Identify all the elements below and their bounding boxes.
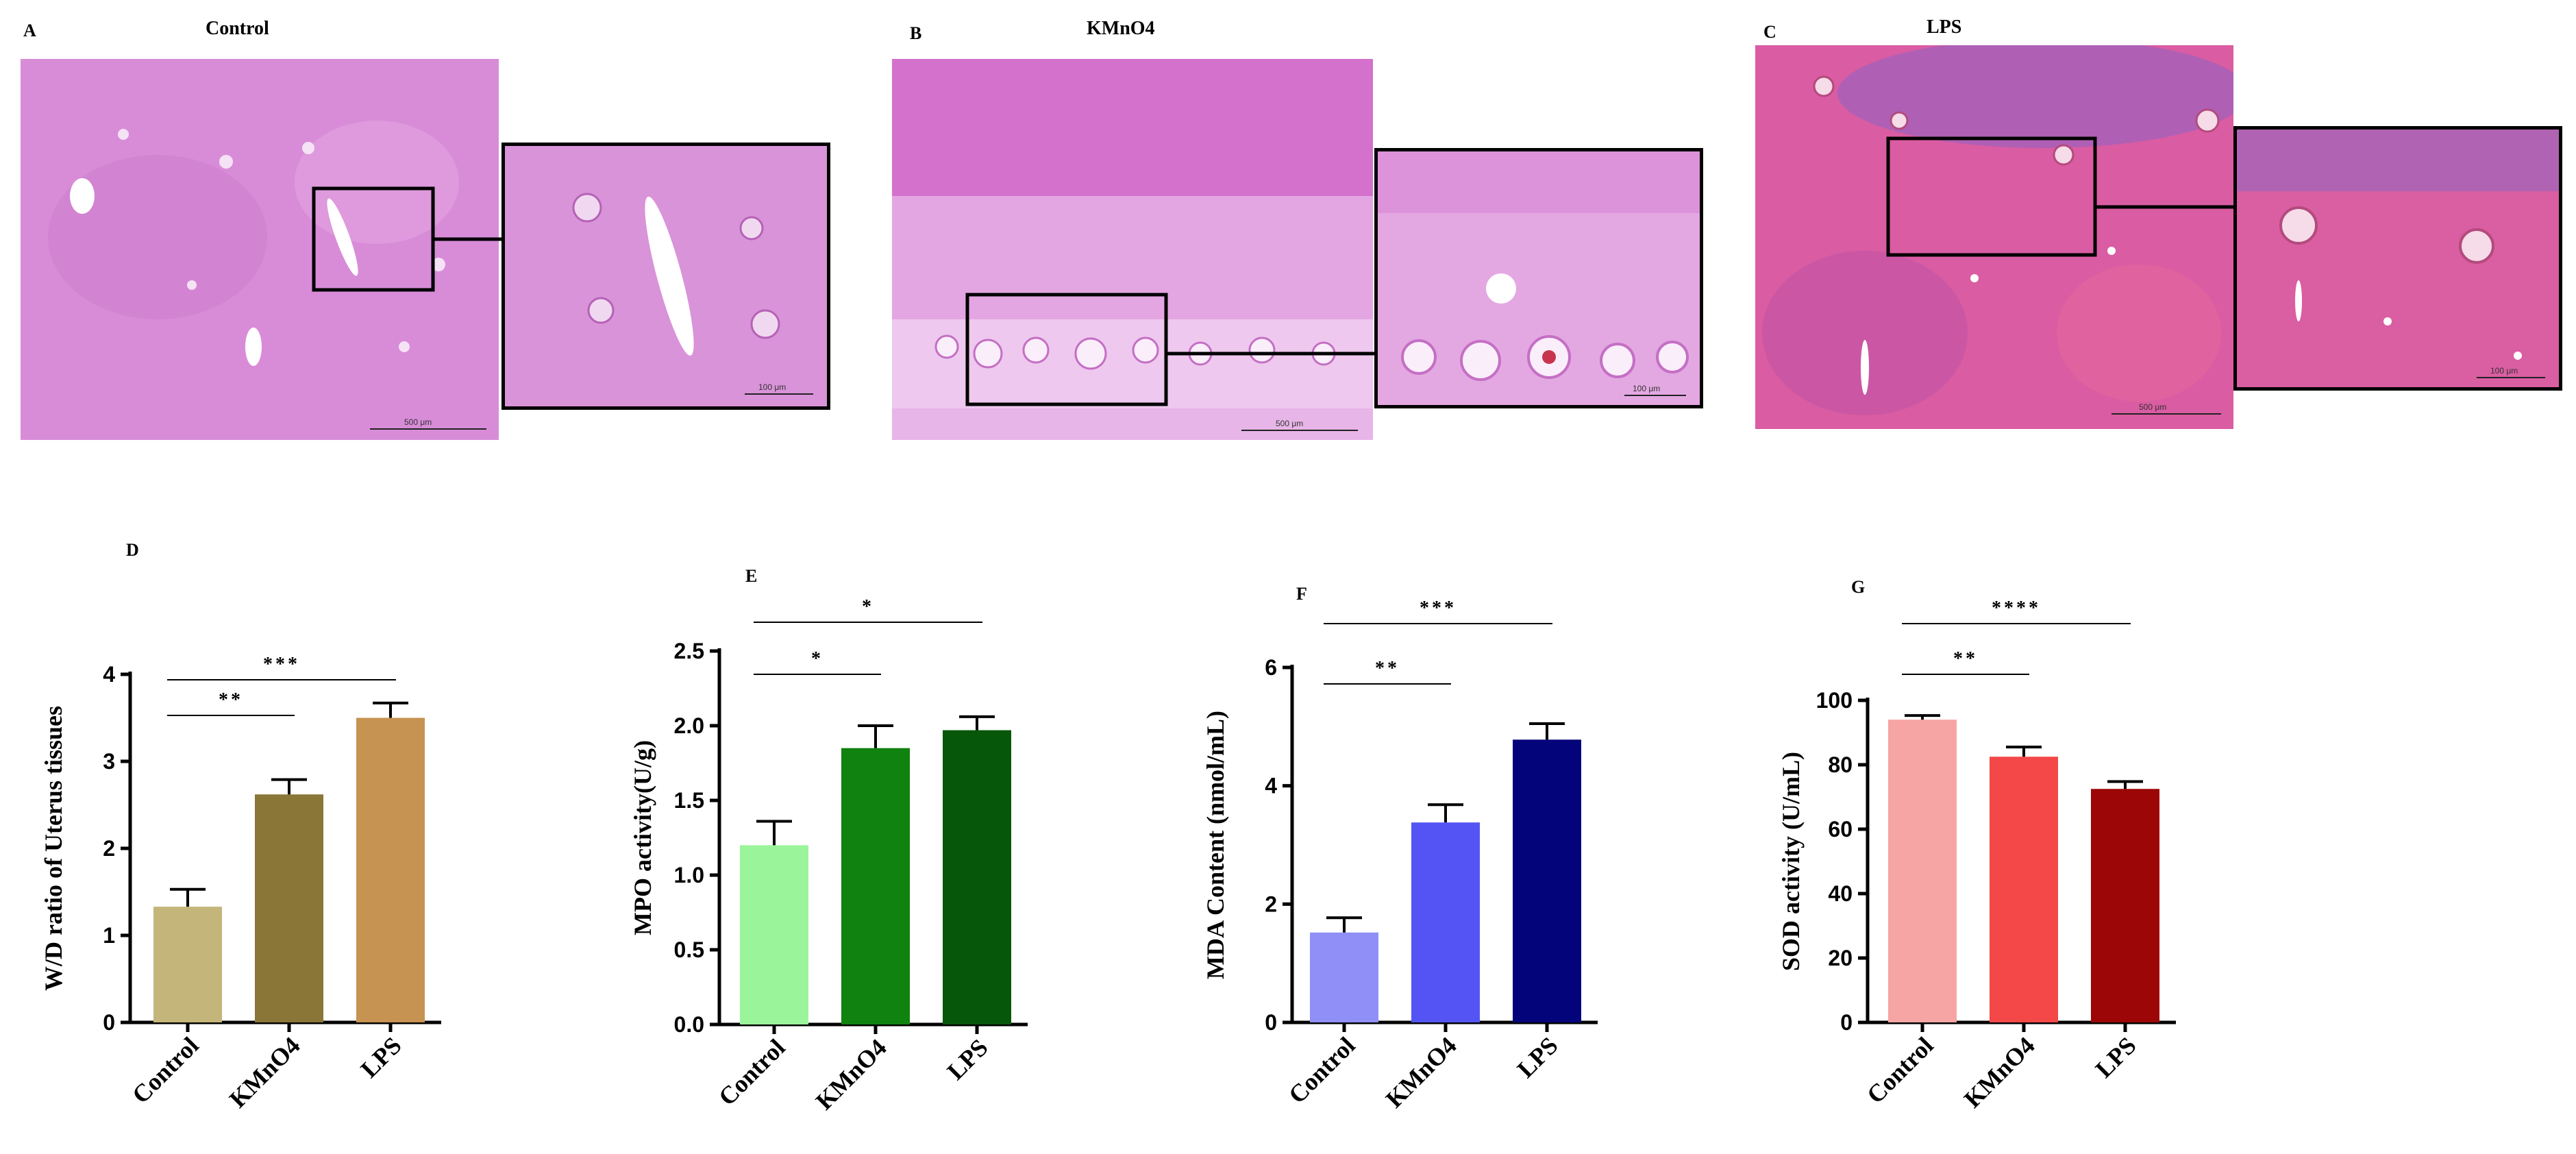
y-axis-title: MPO activity(U/g) bbox=[629, 740, 656, 935]
y-tick-label: 0 bbox=[1840, 1010, 1853, 1035]
scale-label-lps: 500 μm bbox=[2139, 402, 2166, 412]
zoom-box-kmno4 bbox=[965, 293, 1168, 406]
y-axis-title: W/D ratio of Uterus tissues bbox=[40, 706, 67, 991]
y-tick-label: 1 bbox=[103, 923, 115, 948]
bar-control bbox=[153, 907, 222, 1022]
y-tick-label: 100 bbox=[1816, 688, 1853, 713]
significance-label: *** bbox=[1420, 598, 1457, 619]
y-tick-label: 4 bbox=[103, 662, 115, 687]
significance-label: ** bbox=[1953, 648, 1978, 670]
bar-kmno4 bbox=[1990, 757, 2058, 1022]
micrograph-title-kmno4: KMnO4 bbox=[1087, 18, 1155, 39]
inset-kmno4: 100 μm bbox=[1374, 148, 1703, 408]
category-label-lps: LPS bbox=[2090, 1031, 2142, 1083]
y-tick-label: 2.5 bbox=[674, 639, 704, 663]
micrograph-title-control: Control bbox=[206, 18, 269, 39]
significance-label: *** bbox=[263, 654, 300, 675]
inset-lps-image: 100 μm bbox=[2237, 130, 2559, 387]
chart-group-d: 0 1 2 3 4 W/D ratio of Uterus tissues Control K… bbox=[40, 654, 441, 1113]
panel-letter-f: F bbox=[1296, 584, 1307, 604]
y-tick-label: 0.0 bbox=[674, 1012, 704, 1037]
y-axis-title: SOD activity (U/mL) bbox=[1777, 752, 1805, 971]
panel-letter-e: E bbox=[745, 566, 758, 586]
bar-lps bbox=[1513, 739, 1581, 1022]
scale-label-control: 500 μm bbox=[404, 417, 432, 427]
category-label-control: Control bbox=[713, 1033, 791, 1111]
category-label-lps: LPS bbox=[1512, 1031, 1563, 1083]
panel-letter-b: B bbox=[910, 23, 922, 43]
category-label-control: Control bbox=[1283, 1031, 1361, 1109]
significance-label: * bbox=[811, 648, 823, 670]
y-tick-label: 4 bbox=[1265, 774, 1277, 798]
inset-kmno4-image: 100 μm bbox=[1378, 151, 1700, 405]
y-tick-label: 2 bbox=[103, 836, 115, 861]
micrograph-kmno4-image: 500 μm bbox=[892, 59, 1373, 440]
panel-letter-g: G bbox=[1851, 577, 1866, 597]
y-tick-label: 2 bbox=[1265, 892, 1277, 916]
panel-letter-d: D bbox=[126, 540, 139, 560]
bar-lps bbox=[356, 717, 425, 1022]
y-tick-label: 1.0 bbox=[674, 863, 704, 887]
significance-label: ** bbox=[219, 689, 243, 711]
y-tick-label: 20 bbox=[1828, 946, 1853, 970]
panel-letter-a: A bbox=[23, 21, 36, 40]
zoom-box-lps bbox=[1886, 136, 2097, 257]
y-tick-label: 6 bbox=[1265, 655, 1277, 680]
category-label-kmno4: KMnO4 bbox=[1959, 1031, 2040, 1113]
significance-label: ** bbox=[1375, 658, 1400, 679]
y-axis-title: MDA Content (nmol/mL) bbox=[1202, 711, 1229, 979]
micrograph-control: 500 μm bbox=[21, 59, 499, 440]
bar-kmno4 bbox=[1411, 822, 1480, 1022]
category-label-kmno4: KMnO4 bbox=[224, 1031, 306, 1113]
y-tick-label: 2.0 bbox=[674, 713, 704, 738]
category-label-control: Control bbox=[127, 1031, 204, 1109]
inset-scale-label-control: 100 μm bbox=[758, 382, 786, 392]
category-label-kmno4: KMnO4 bbox=[810, 1033, 892, 1115]
bar-control bbox=[1888, 720, 1957, 1022]
chart-group-e: 0.0 0.5 1.0 1.5 2.0 2.5 MPO activity(U/g) Contr… bbox=[629, 596, 1028, 1115]
inset-scale-label-lps: 100 μm bbox=[2490, 366, 2518, 376]
y-tick-label: 40 bbox=[1828, 881, 1853, 906]
y-tick-label: 60 bbox=[1828, 817, 1853, 842]
y-tick-label: 80 bbox=[1828, 752, 1853, 777]
y-tick-label: 3 bbox=[103, 749, 115, 774]
inset-scale-label-kmno4: 100 μm bbox=[1633, 384, 1660, 393]
micrograph-lps-image: 500 μm bbox=[1755, 45, 2233, 429]
panel-letter-c: C bbox=[1763, 22, 1776, 42]
category-label-lps: LPS bbox=[356, 1031, 407, 1083]
micrograph-lps: 500 μm bbox=[1755, 45, 2233, 429]
significance-label: * bbox=[862, 596, 874, 617]
chart-group-g: 0 20 40 60 80 100 SOD activity (U/mL) Control KM… bbox=[1777, 598, 2176, 1113]
bar-lps bbox=[943, 730, 1011, 1024]
category-label-kmno4: KMnO4 bbox=[1380, 1031, 1462, 1113]
inset-control: 100 μm bbox=[501, 143, 830, 410]
chart-group-f: 0 2 4 6 MDA Content (nmol/mL) Control KMnO4 LPS… bbox=[1202, 598, 1598, 1113]
bar-kmno4 bbox=[841, 748, 910, 1024]
micrograph-title-lps: LPS bbox=[1927, 16, 1962, 38]
bar-kmno4 bbox=[255, 794, 323, 1022]
y-tick-label: 0 bbox=[103, 1010, 115, 1035]
micrograph-control-image: 500 μm bbox=[21, 59, 499, 440]
scale-label-kmno4: 500 μm bbox=[1276, 419, 1303, 428]
category-label-lps: LPS bbox=[942, 1033, 993, 1085]
micrograph-kmno4: 500 μm bbox=[892, 59, 1373, 440]
y-tick-label: 0.5 bbox=[674, 937, 704, 962]
bar-control bbox=[1310, 932, 1378, 1022]
category-label-control: Control bbox=[1861, 1031, 1939, 1109]
significance-label: **** bbox=[1992, 598, 2041, 619]
y-tick-label: 0 bbox=[1265, 1010, 1277, 1035]
bar-control bbox=[740, 845, 808, 1024]
inset-lps: 100 μm bbox=[2233, 126, 2562, 391]
y-tick-label: 1.5 bbox=[674, 788, 704, 813]
bar-lps bbox=[2091, 789, 2159, 1022]
inset-control-image: 100 μm bbox=[505, 146, 827, 406]
